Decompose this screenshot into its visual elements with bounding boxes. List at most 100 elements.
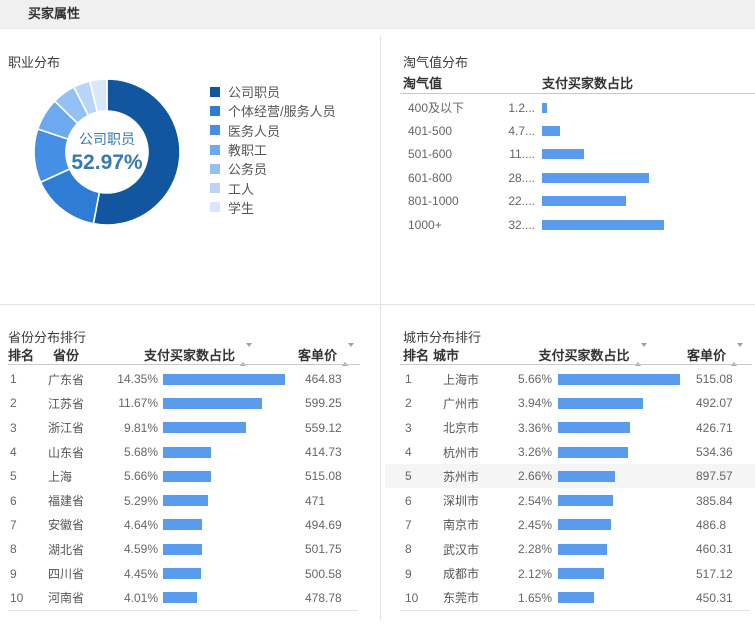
taoqi-row[interactable]: 1000+ 32.... (385, 213, 755, 236)
table-row[interactable]: 3 浙江省 9.81% 559.12 (0, 416, 380, 440)
taoqi-row-bar (542, 126, 560, 137)
taoqi-row[interactable]: 501-600 11.... (385, 143, 755, 166)
row-name: 成都市 (443, 567, 480, 582)
taoqi-row-bar (542, 102, 547, 113)
vertical-divider (380, 36, 381, 620)
taoqi-row[interactable]: 801-1000 22.... (385, 190, 755, 213)
row-price: 897.57 (696, 469, 733, 484)
row-name: 浙江省 (48, 421, 85, 436)
row-pct: 5.29% (123, 493, 158, 508)
legend-swatch-icon (210, 183, 220, 194)
row-bar (163, 470, 211, 482)
sort-down-arrow (737, 342, 744, 362)
row-bar (558, 397, 643, 409)
taoqi-row[interactable]: 601-800 28.... (385, 166, 755, 189)
city-col-rank: 排名 (403, 347, 430, 363)
sort-icon[interactable] (240, 342, 252, 366)
city-col-price: 客单价 (687, 347, 727, 363)
page-title: 买家属性 (28, 6, 81, 21)
row-pct: 2.28% (517, 542, 552, 557)
table-row[interactable]: 6 福建省 5.29% 471 (0, 488, 380, 512)
taoqi-row[interactable]: 400及以下 1.2... (385, 96, 755, 119)
row-bar (558, 446, 628, 458)
table-row[interactable]: 9 四川省 4.45% 500.58 (0, 561, 380, 585)
row-bar (558, 470, 615, 482)
row-rank: 2 (405, 396, 412, 411)
table-row[interactable]: 9 成都市 2.12% 517.12 (385, 561, 755, 585)
sort-icon[interactable] (731, 342, 744, 366)
sort-down-arrow (348, 342, 355, 362)
row-name: 江苏省 (48, 396, 85, 411)
table-row[interactable]: 5 苏州市 2.66% 897.57 (385, 464, 755, 489)
row-name: 福建省 (48, 494, 85, 509)
table-row[interactable]: 2 江苏省 11.67% 599.25 (0, 391, 380, 415)
sort-icon[interactable] (342, 342, 355, 366)
table-row[interactable]: 7 南京市 2.45% 486.8 (385, 513, 755, 537)
row-name: 深圳市 (443, 494, 480, 509)
row-bar (558, 543, 607, 555)
row-name: 武汉市 (443, 542, 480, 557)
legend-swatch-icon (210, 125, 220, 136)
donut-slice[interactable] (88, 78, 108, 114)
taoqi-row-label: 1000+ (408, 217, 442, 232)
taoqi-row-value: 1.2... (508, 100, 535, 115)
row-name: 安徽省 (48, 518, 85, 533)
table-row[interactable]: 10 河南省 4.01% 478.78 (0, 586, 380, 610)
row-bar (163, 422, 246, 434)
legend-item[interactable]: 公司职员 (210, 82, 336, 101)
row-bar (163, 592, 197, 604)
occupation-donut-chart[interactable] (32, 77, 182, 227)
row-name: 东莞市 (443, 591, 480, 606)
row-price: 486.8 (696, 517, 727, 532)
row-rank: 5 (10, 469, 17, 484)
row-price: 534.36 (696, 445, 733, 460)
row-bar (163, 373, 285, 385)
table-row[interactable]: 10 东莞市 1.65% 450.31 (385, 586, 755, 610)
row-pct: 5.68% (123, 445, 158, 460)
legend-item[interactable]: 工人 (210, 178, 336, 197)
table-row[interactable]: 8 武汉市 2.28% 460.31 (385, 537, 755, 561)
row-pct: 1.65% (517, 590, 552, 605)
city-table-header: 排名 城市 支付买家数占比 客单价 (385, 342, 755, 366)
sort-icon[interactable] (634, 342, 647, 366)
taoqi-row[interactable]: 401-500 4.7... (385, 119, 755, 142)
table-row[interactable]: 6 深圳市 2.54% 385.84 (385, 488, 755, 512)
table-row[interactable]: 2 广州市 3.94% 492.07 (385, 391, 755, 415)
row-price: 464.83 (305, 372, 342, 387)
row-rank: 8 (10, 542, 17, 557)
occupation-legend: 公司职员 个体经营/服务人员 医务人员 教职工 公务员 工人 学生 (210, 82, 336, 217)
table-row[interactable]: 5 上海 5.66% 515.08 (0, 464, 380, 488)
row-price: 471 (305, 493, 326, 508)
row-pct: 3.36% (517, 420, 552, 435)
taoqi-header-underline (400, 93, 755, 94)
row-rank: 5 (405, 469, 412, 484)
legend-item[interactable]: 公务员 (210, 159, 336, 178)
row-bar (558, 519, 611, 531)
row-price: 478.78 (305, 590, 342, 605)
table-row[interactable]: 4 杭州市 3.26% 534.36 (385, 440, 755, 464)
row-bar (163, 519, 202, 531)
taoqi-panel-title: 淘气值分布 (403, 55, 469, 70)
table-row[interactable]: 3 北京市 3.36% 426.71 (385, 416, 755, 440)
row-price: 426.71 (696, 420, 733, 435)
row-pct: 3.26% (517, 445, 552, 460)
row-price: 515.08 (696, 372, 733, 387)
legend-item[interactable]: 医务人员 (210, 121, 336, 140)
table-row[interactable]: 1 广东省 14.35% 464.83 (0, 367, 380, 391)
legend-item[interactable]: 个体经营/服务人员 (210, 101, 336, 120)
row-bar (163, 446, 211, 458)
row-rank: 2 (10, 396, 17, 411)
table-row[interactable]: 1 上海市 5.66% 515.08 (385, 367, 755, 391)
row-price: 599.25 (305, 396, 342, 411)
table-row[interactable]: 8 湖北省 4.59% 501.75 (0, 537, 380, 561)
legend-item[interactable]: 教职工 (210, 140, 336, 159)
taoqi-row-value: 32.... (508, 217, 535, 232)
city-header-underline (400, 364, 752, 365)
table-row[interactable]: 4 山东省 5.68% 414.73 (0, 440, 380, 464)
row-rank: 8 (405, 542, 412, 557)
sort-up-arrow (634, 346, 641, 366)
row-rank: 3 (405, 420, 412, 435)
table-row[interactable]: 7 安徽省 4.64% 494.69 (0, 513, 380, 537)
donut-slice[interactable] (92, 78, 181, 226)
legend-item[interactable]: 学生 (210, 198, 336, 217)
